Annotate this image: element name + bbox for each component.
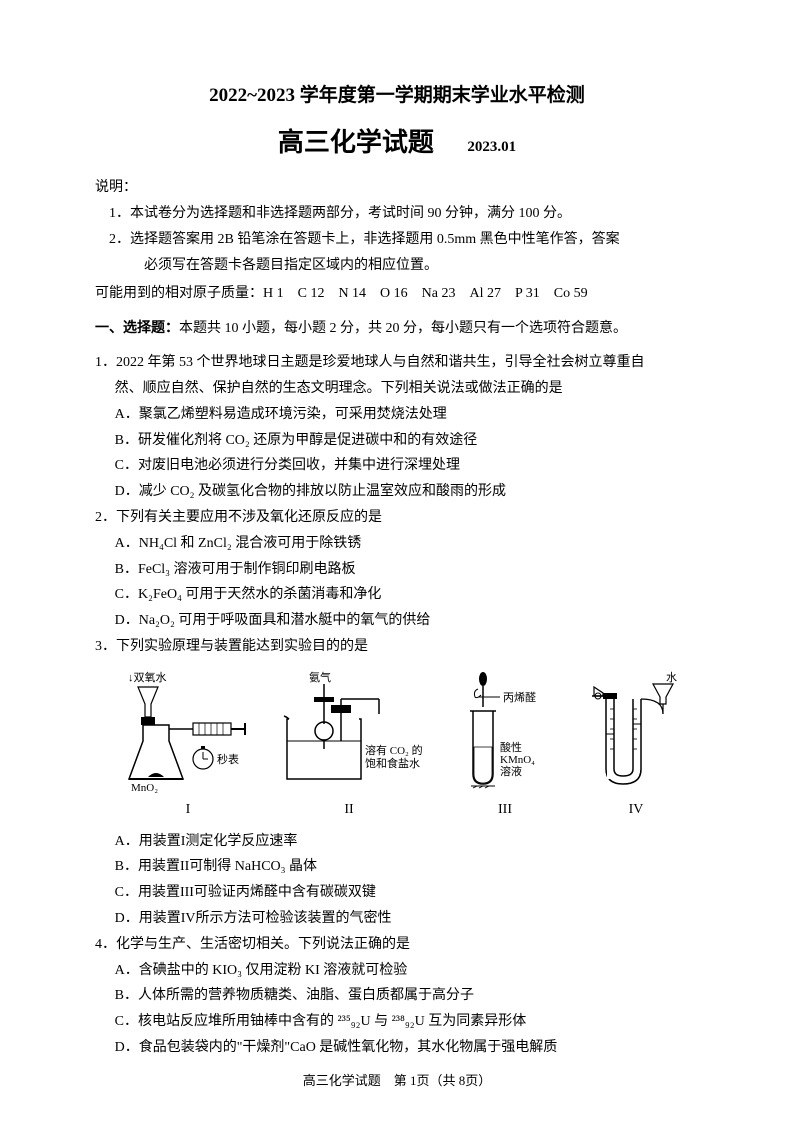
q1-opt-a: A．聚氯乙烯塑料易造成环境污染，可采用焚烧法处理 <box>95 403 699 427</box>
roman-II: II <box>344 798 353 822</box>
diagram-I: ↓双氧水 MnO₂ 秒表 <box>123 669 253 822</box>
q3-opt-c: C．用装置III可验证丙烯醛中含有碳碳双键 <box>95 881 699 905</box>
q2-opt-a: A．NH₄Cl 和 ZnCl₂ 混合液可用于除铁锈 <box>95 532 699 556</box>
exam-title-line1: 2022~2023 学年度第一学期期末学业水平检测 <box>95 80 699 112</box>
exam-title-line2: 高三化学试题 <box>278 120 434 164</box>
diagram-II: 氨气 溶有 CO₂ 的 饱和食盐水 II <box>269 669 429 822</box>
q1-opt-c: C．对废旧电池必须进行分类回收，并集中进行深埋处理 <box>95 454 699 478</box>
q2-opt-c: C．K₂FeO₄ 可用于天然水的杀菌消毒和净化 <box>95 583 699 607</box>
label-nh3: 氨气 <box>309 670 331 684</box>
q1-opt-b: B．研发催化剂将 CO₂ 还原为甲醇是促进碳中和的有效途径 <box>95 429 699 453</box>
q4-opt-c: C．核电站反应堆所用铀棒中含有的 ²³⁵₉₂U 与 ²³⁸₉₂U 互为同素异形体 <box>95 1010 699 1034</box>
roman-III: III <box>498 798 512 822</box>
atomic-mass: 可能用到的相对原子质量：H 1 C 12 N 14 O 16 Na 23 Al … <box>95 282 699 306</box>
diagram-row: ↓双氧水 MnO₂ 秒表 <box>95 669 699 822</box>
apparatus-I-icon: ↓双氧水 MnO₂ 秒表 <box>123 669 253 794</box>
apparatus-IV-icon: 水 <box>581 669 691 794</box>
q4-opt-d: D．食品包装袋内的"干燥剂"CaO 是碱性氧化物，其水化物属于强电解质 <box>95 1036 699 1060</box>
label-kmno4: 酸性 KMnO₄ 溶液 <box>500 740 538 778</box>
notes-label: 说明： <box>95 176 699 200</box>
section-heading: 一、选择题：本题共 10 小题，每小题 2 分，共 20 分，每小题只有一个选项… <box>95 317 699 341</box>
q4-text: 4．化学与生产、生活密切相关。下列说法正确的是 <box>95 933 699 957</box>
roman-IV: IV <box>629 798 644 822</box>
section-heading-rest: 本题共 10 小题，每小题 2 分，共 20 分，每小题只有一个选项符合题意。 <box>179 321 627 336</box>
exam-date: 2023.01 <box>467 135 516 161</box>
label-propenal: 丙烯醛 <box>503 690 536 704</box>
q3-opt-b: B．用装置II可制得 NaHCO₃ 晶体 <box>95 855 699 879</box>
apparatus-III-icon: 丙烯醛 酸性 KMnO₄ 溶液 <box>445 669 565 794</box>
label-co2-salt: 溶有 CO₂ 的 饱和食盐水 <box>365 743 425 770</box>
title-row: 高三化学试题 2023.01 <box>95 120 699 164</box>
q1-text-a: 1．2022 年第 53 个世界地球日主题是珍爱地球人与自然和谐共生，引导全社会… <box>95 351 699 375</box>
q2-text: 2．下列有关主要应用不涉及氧化还原反应的是 <box>95 506 699 530</box>
note-2: 2．选择题答案用 2B 铅笔涂在答题卡上，非选择题用 0.5mm 黑色中性笔作答… <box>95 228 699 252</box>
label-mno2: MnO₂ <box>131 782 158 794</box>
q3-opt-a: A．用装置I测定化学反应速率 <box>95 830 699 854</box>
apparatus-II-icon: 氨气 溶有 CO₂ 的 饱和食盐水 <box>269 669 429 794</box>
note-1: 1．本试卷分为选择题和非选择题两部分，考试时间 90 分钟，满分 100 分。 <box>95 202 699 226</box>
q3-text: 3．下列实验原理与装置能达到实验目的的是 <box>95 635 699 659</box>
diagram-III: 丙烯醛 酸性 KMnO₄ 溶液 III <box>445 669 565 822</box>
label-watch: 秒表 <box>217 752 239 766</box>
q2-opt-d: D．Na₂O₂ 可用于呼吸面具和潜水艇中的氧气的供给 <box>95 609 699 633</box>
q4-opt-b: B．人体所需的营养物质糖类、油脂、蛋白质都属于高分子 <box>95 984 699 1008</box>
section-heading-bold: 一、选择题： <box>95 321 179 336</box>
note-2b: 必须写在答题卡各题目指定区域内的相应位置。 <box>95 254 699 278</box>
q2-opt-b: B．FeCl₃ 溶液可用于制作铜印刷电路板 <box>95 558 699 582</box>
q3-opt-d: D．用装置IV所示方法可检验该装置的气密性 <box>95 907 699 931</box>
diagram-IV: 水 <box>581 669 691 822</box>
q1-text-b: 然、顺应自然、保护自然的生态文明理念。下列相关说法或做法正确的是 <box>95 377 699 401</box>
label-water: 水 <box>666 671 677 684</box>
roman-I: I <box>186 798 191 822</box>
q1-opt-d: D．减少 CO₂ 及碳氢化合物的排放以防止温室效应和酸雨的形成 <box>95 480 699 504</box>
label-h2o2: ↓双氧水 <box>128 670 167 684</box>
page-footer: 高三化学试题 第 1页（共 8页） <box>0 1070 794 1092</box>
q4-opt-a: A．含碘盐中的 KIO₃ 仅用淀粉 KI 溶液就可检验 <box>95 959 699 983</box>
